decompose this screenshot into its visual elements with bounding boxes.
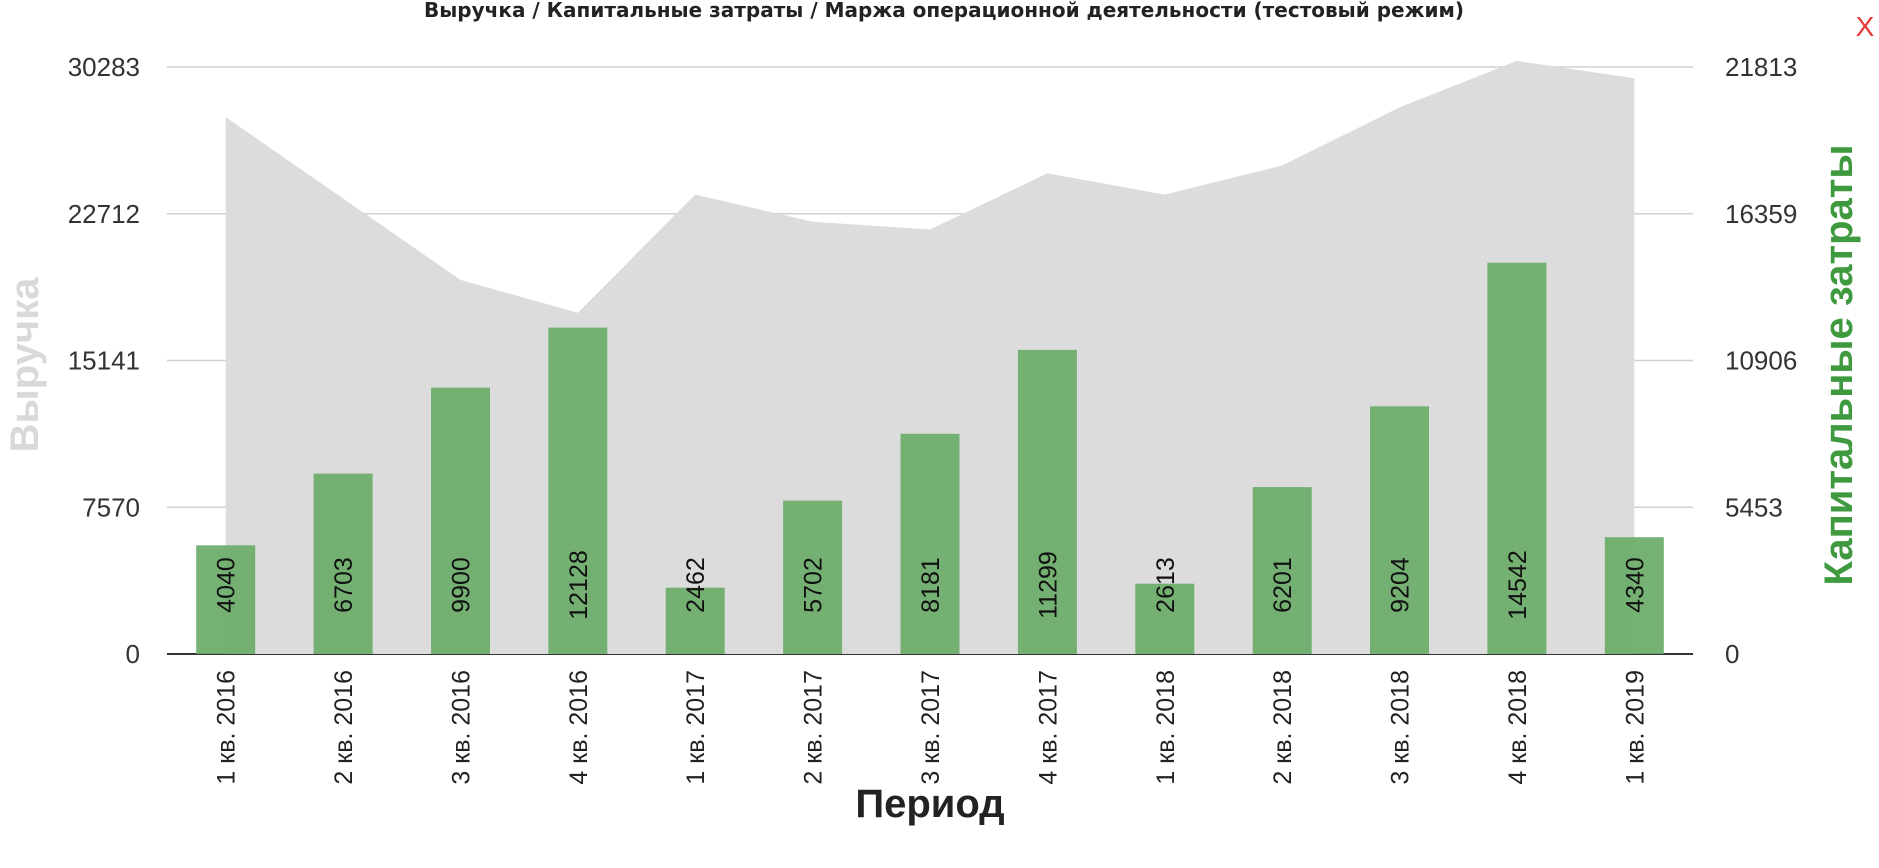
right-axis-tick-label: 21813 <box>1725 52 1797 82</box>
bar-value-label: 14542 <box>1504 550 1532 620</box>
x-axis-tick-label: 1 кв. 2018 <box>1152 670 1180 785</box>
bar <box>196 545 256 654</box>
bar <box>1252 487 1312 654</box>
bar-value-label: 12128 <box>565 550 593 620</box>
x-axis-tick-label: 1 кв. 2017 <box>682 670 710 785</box>
x-axis-title: Период <box>855 782 1004 826</box>
bar-value-labels: 4040 6703 9900 12128 2462 5702 8181 11299 2613 62… <box>213 550 1650 620</box>
bar <box>431 387 490 654</box>
left-axis-tick-label: 0 <box>126 639 140 669</box>
bar <box>313 473 373 654</box>
close-button[interactable]: X <box>1856 11 1875 42</box>
bar-value-label: 2613 <box>1152 557 1180 613</box>
chart-title: Выручка / Капитальные затраты / Маржа оп… <box>424 0 1464 22</box>
right-axis-tick-label: 10906 <box>1725 346 1797 376</box>
bar <box>1487 262 1547 654</box>
x-axis-tick-label: 2 кв. 2018 <box>1269 670 1297 785</box>
bar-value-label: 8181 <box>917 557 945 613</box>
bar <box>1135 583 1195 654</box>
axis-ticks: 0 0 7570 5453 15141 10906 22712 16359 30283 21813 <box>68 52 1798 669</box>
right-axis-tick-label: 5453 <box>1725 492 1783 522</box>
x-axis-tick-label: 3 кв. 2016 <box>447 670 475 785</box>
x-axis-tick-label: 2 кв. 2016 <box>330 670 358 785</box>
left-axis-tick-label: 15141 <box>68 346 140 376</box>
bar-value-label: 2462 <box>682 557 710 613</box>
x-axis-tick-label: 4 кв. 2016 <box>565 670 593 785</box>
x-axis-tick-label: 1 кв. 2016 <box>213 670 241 785</box>
bar-value-label: 6201 <box>1269 557 1297 613</box>
bar <box>665 587 725 654</box>
bar <box>900 433 960 654</box>
x-axis-tick-label: 4 кв. 2018 <box>1504 670 1532 785</box>
left-axis-tick-label: 30283 <box>68 52 140 82</box>
capex-bars <box>196 262 1664 654</box>
right-axis-title: Капитальные затраты <box>1817 144 1861 585</box>
left-axis-title: Выручка <box>3 277 47 452</box>
right-axis-tick-label: 16359 <box>1725 199 1797 229</box>
left-axis-tick-label: 7570 <box>82 492 140 522</box>
category-labels: 1 кв. 2016 2 кв. 2016 3 кв. 2016 4 кв. 2016… <box>213 670 1650 785</box>
x-axis-tick-label: 1 кв. 2019 <box>1621 670 1649 785</box>
right-axis-tick-label: 0 <box>1725 639 1739 669</box>
bar-value-label: 9204 <box>1387 557 1415 613</box>
bar-value-label: 6703 <box>330 557 358 613</box>
bar-value-label: 5702 <box>800 557 828 613</box>
x-axis-tick-label: 3 кв. 2017 <box>917 670 945 785</box>
bar <box>1370 406 1429 654</box>
bar <box>1604 537 1664 654</box>
x-axis-tick-label: 2 кв. 2017 <box>800 670 828 785</box>
bar <box>1017 349 1077 654</box>
x-axis-tick-label: 3 кв. 2018 <box>1387 670 1415 785</box>
bar <box>548 327 608 654</box>
bar-value-label: 4340 <box>1621 557 1649 613</box>
bar <box>783 500 843 654</box>
left-axis-tick-label: 22712 <box>68 199 140 229</box>
bar-value-label: 9900 <box>447 557 475 613</box>
bar-value-label: 11299 <box>1034 551 1062 619</box>
bar-value-label: 4040 <box>213 557 241 613</box>
x-axis-tick-label: 4 кв. 2017 <box>1034 670 1062 785</box>
